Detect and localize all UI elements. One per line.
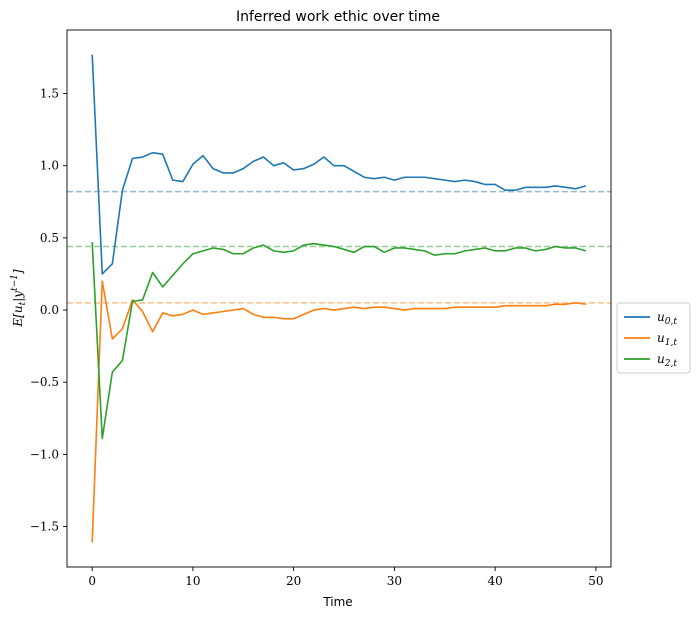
x-axis-label: Time bbox=[322, 595, 352, 609]
plot-frame bbox=[66, 29, 612, 568]
y-tick-label: 0.5 bbox=[40, 231, 59, 245]
series-line-2 bbox=[91, 242, 587, 440]
series-line-0 bbox=[91, 54, 587, 275]
series-line-1 bbox=[91, 280, 586, 543]
x-tick-label: 20 bbox=[286, 574, 301, 588]
y-tick-label: 0.0 bbox=[40, 303, 59, 317]
legend-entry-2: u2,t bbox=[657, 352, 677, 369]
x-tick-label: 0 bbox=[88, 574, 96, 588]
y-tick-label: −0.5 bbox=[30, 375, 59, 389]
chart-title: Inferred work ethic over time bbox=[236, 9, 440, 25]
y-axis-label: E[ut|yt−1] bbox=[10, 269, 28, 328]
legend-entry-1: u1,t bbox=[657, 331, 677, 348]
x-tick-label: 10 bbox=[185, 574, 200, 588]
x-tick-label: 50 bbox=[588, 574, 603, 588]
x-tick-label: 40 bbox=[488, 574, 503, 588]
y-tick-label: 1.0 bbox=[40, 159, 59, 173]
legend-box bbox=[616, 302, 691, 374]
x-tick-label: 30 bbox=[387, 574, 402, 588]
y-tick-label: −1.0 bbox=[30, 447, 59, 461]
y-tick-label: −1.5 bbox=[30, 520, 59, 534]
svg-text:E[ut|yt−1]: E[ut|yt−1] bbox=[10, 269, 28, 328]
y-tick-label: 1.5 bbox=[40, 87, 59, 101]
plot-area bbox=[67, 54, 611, 543]
legend: u0,t u1,t u2,t bbox=[616, 302, 691, 374]
axes: 0 10 20 30 40 50 −1.5 −1.0 −0.5 0.0 0.5 1.0 1.5 bbox=[30, 29, 612, 588]
legend-entry-0: u0,t bbox=[657, 310, 677, 327]
